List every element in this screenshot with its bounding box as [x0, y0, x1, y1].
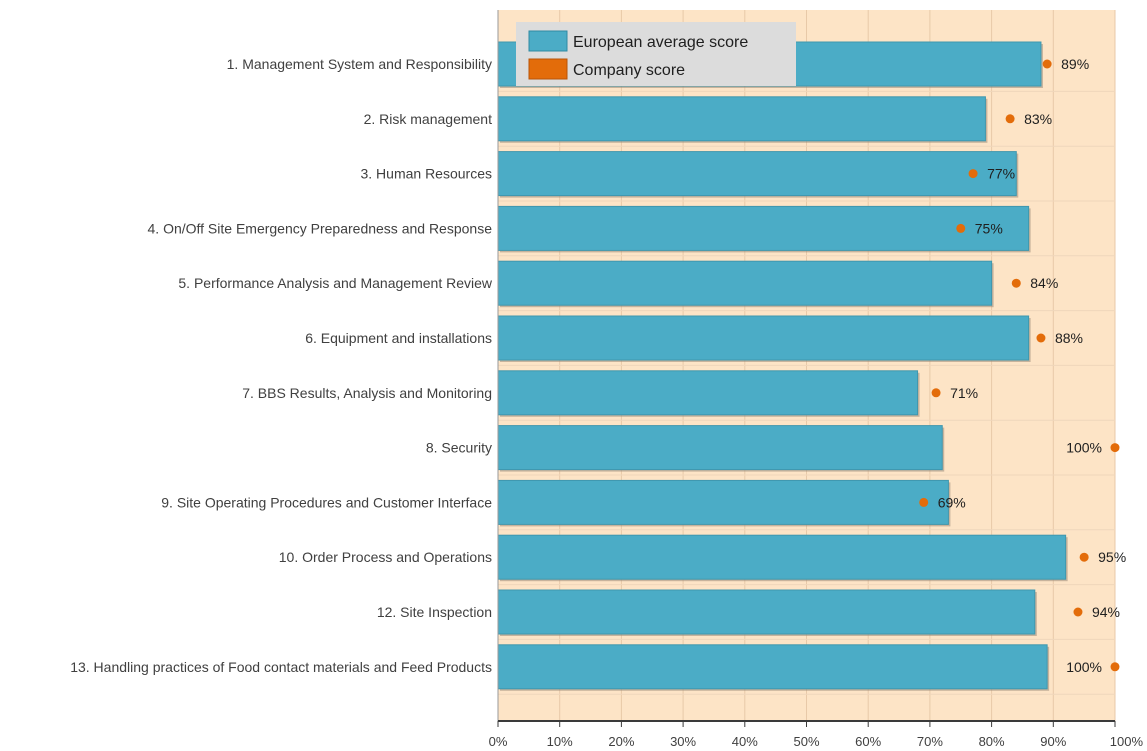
bar-european-average [497, 479, 949, 525]
x-tick-label: 0% [489, 734, 508, 749]
x-tick-label: 10% [547, 734, 573, 749]
bar-european-average [497, 644, 1048, 690]
x-tick-label: 20% [608, 734, 634, 749]
company-score-point [1042, 59, 1052, 69]
bar-european-average [497, 315, 1030, 361]
company-score-label: 88% [1055, 330, 1083, 346]
company-score-label: 94% [1092, 604, 1120, 620]
category-label: 9. Site Operating Procedures and Custome… [161, 494, 492, 510]
company-score-label: 89% [1061, 56, 1089, 72]
bars [497, 41, 1068, 691]
company-score-point [1011, 278, 1021, 288]
company-score-label: 77% [987, 166, 1015, 182]
x-tick-label: 30% [670, 734, 696, 749]
bar-european-average [497, 96, 986, 142]
company-points [919, 59, 1120, 672]
category-label: 12. Site Inspection [377, 604, 492, 620]
category-label: 13. Handling practices of Food contact m… [70, 659, 492, 675]
category-label: 1. Management System and Responsibility [227, 56, 492, 72]
x-tick-label: 100% [1110, 734, 1144, 749]
bar-european-average [497, 205, 1030, 251]
company-score-point [956, 223, 966, 233]
category-label: 7. BBS Results, Analysis and Monitoring [242, 385, 492, 401]
legend-label-european: European average score [573, 34, 748, 51]
company-score-label: 71% [950, 385, 978, 401]
company-score-point [931, 388, 941, 398]
legend-swatch-company [528, 58, 568, 80]
bar-european-average [497, 370, 919, 416]
category-label: 4. On/Off Site Emergency Preparedness an… [148, 220, 493, 236]
company-score-label: 84% [1030, 275, 1058, 291]
company-score-label: 100% [1066, 659, 1102, 675]
company-score-point [1005, 114, 1015, 124]
bar-european-average [497, 534, 1067, 580]
bar-european-average [497, 425, 943, 471]
company-score-label: 83% [1024, 111, 1052, 127]
x-tick-label: 40% [732, 734, 758, 749]
x-tick-label: 90% [1040, 734, 1066, 749]
category-label: 6. Equipment and installations [305, 330, 492, 346]
company-score-label: 75% [975, 220, 1003, 236]
company-score-point [1073, 607, 1083, 617]
company-score-point [1079, 552, 1089, 562]
category-label: 2. Risk management [364, 111, 493, 127]
company-score-point [919, 497, 929, 507]
category-label: 5. Performance Analysis and Management R… [178, 275, 492, 291]
category-label: 3. Human Resources [360, 166, 492, 182]
bar-european-average [497, 151, 1017, 197]
company-score-label: 69% [938, 494, 966, 510]
bar-european-average [497, 260, 993, 306]
x-axis: 0% 10% 20% 30% 40% 50% 60% 70% 80% 90% 100% [489, 10, 1144, 749]
x-tick-label: 80% [979, 734, 1005, 749]
company-score-label: 100% [1066, 440, 1102, 456]
company-score-point [1110, 443, 1120, 453]
company-score-point [1110, 662, 1120, 672]
x-tick-label: 50% [793, 734, 819, 749]
x-tick-label: 60% [855, 734, 881, 749]
bar-european-average [497, 589, 1036, 635]
company-score-label: 95% [1098, 549, 1126, 565]
legend: European average score Company score [516, 22, 796, 86]
company-score-point [968, 169, 978, 179]
value-labels: 89% 83% 77% 75% 84% 88% 71% 100% 69% 95% 94% 100% [938, 56, 1126, 675]
category-labels: 1. Management System and Responsibility 2… [70, 56, 493, 675]
company-score-point [1036, 333, 1046, 343]
category-label: 10. Order Process and Operations [279, 549, 492, 565]
legend-swatch-european [528, 30, 568, 52]
x-tick-label: 70% [917, 734, 943, 749]
legend-label-company: Company score [573, 62, 685, 79]
category-label: 8. Security [426, 440, 492, 456]
